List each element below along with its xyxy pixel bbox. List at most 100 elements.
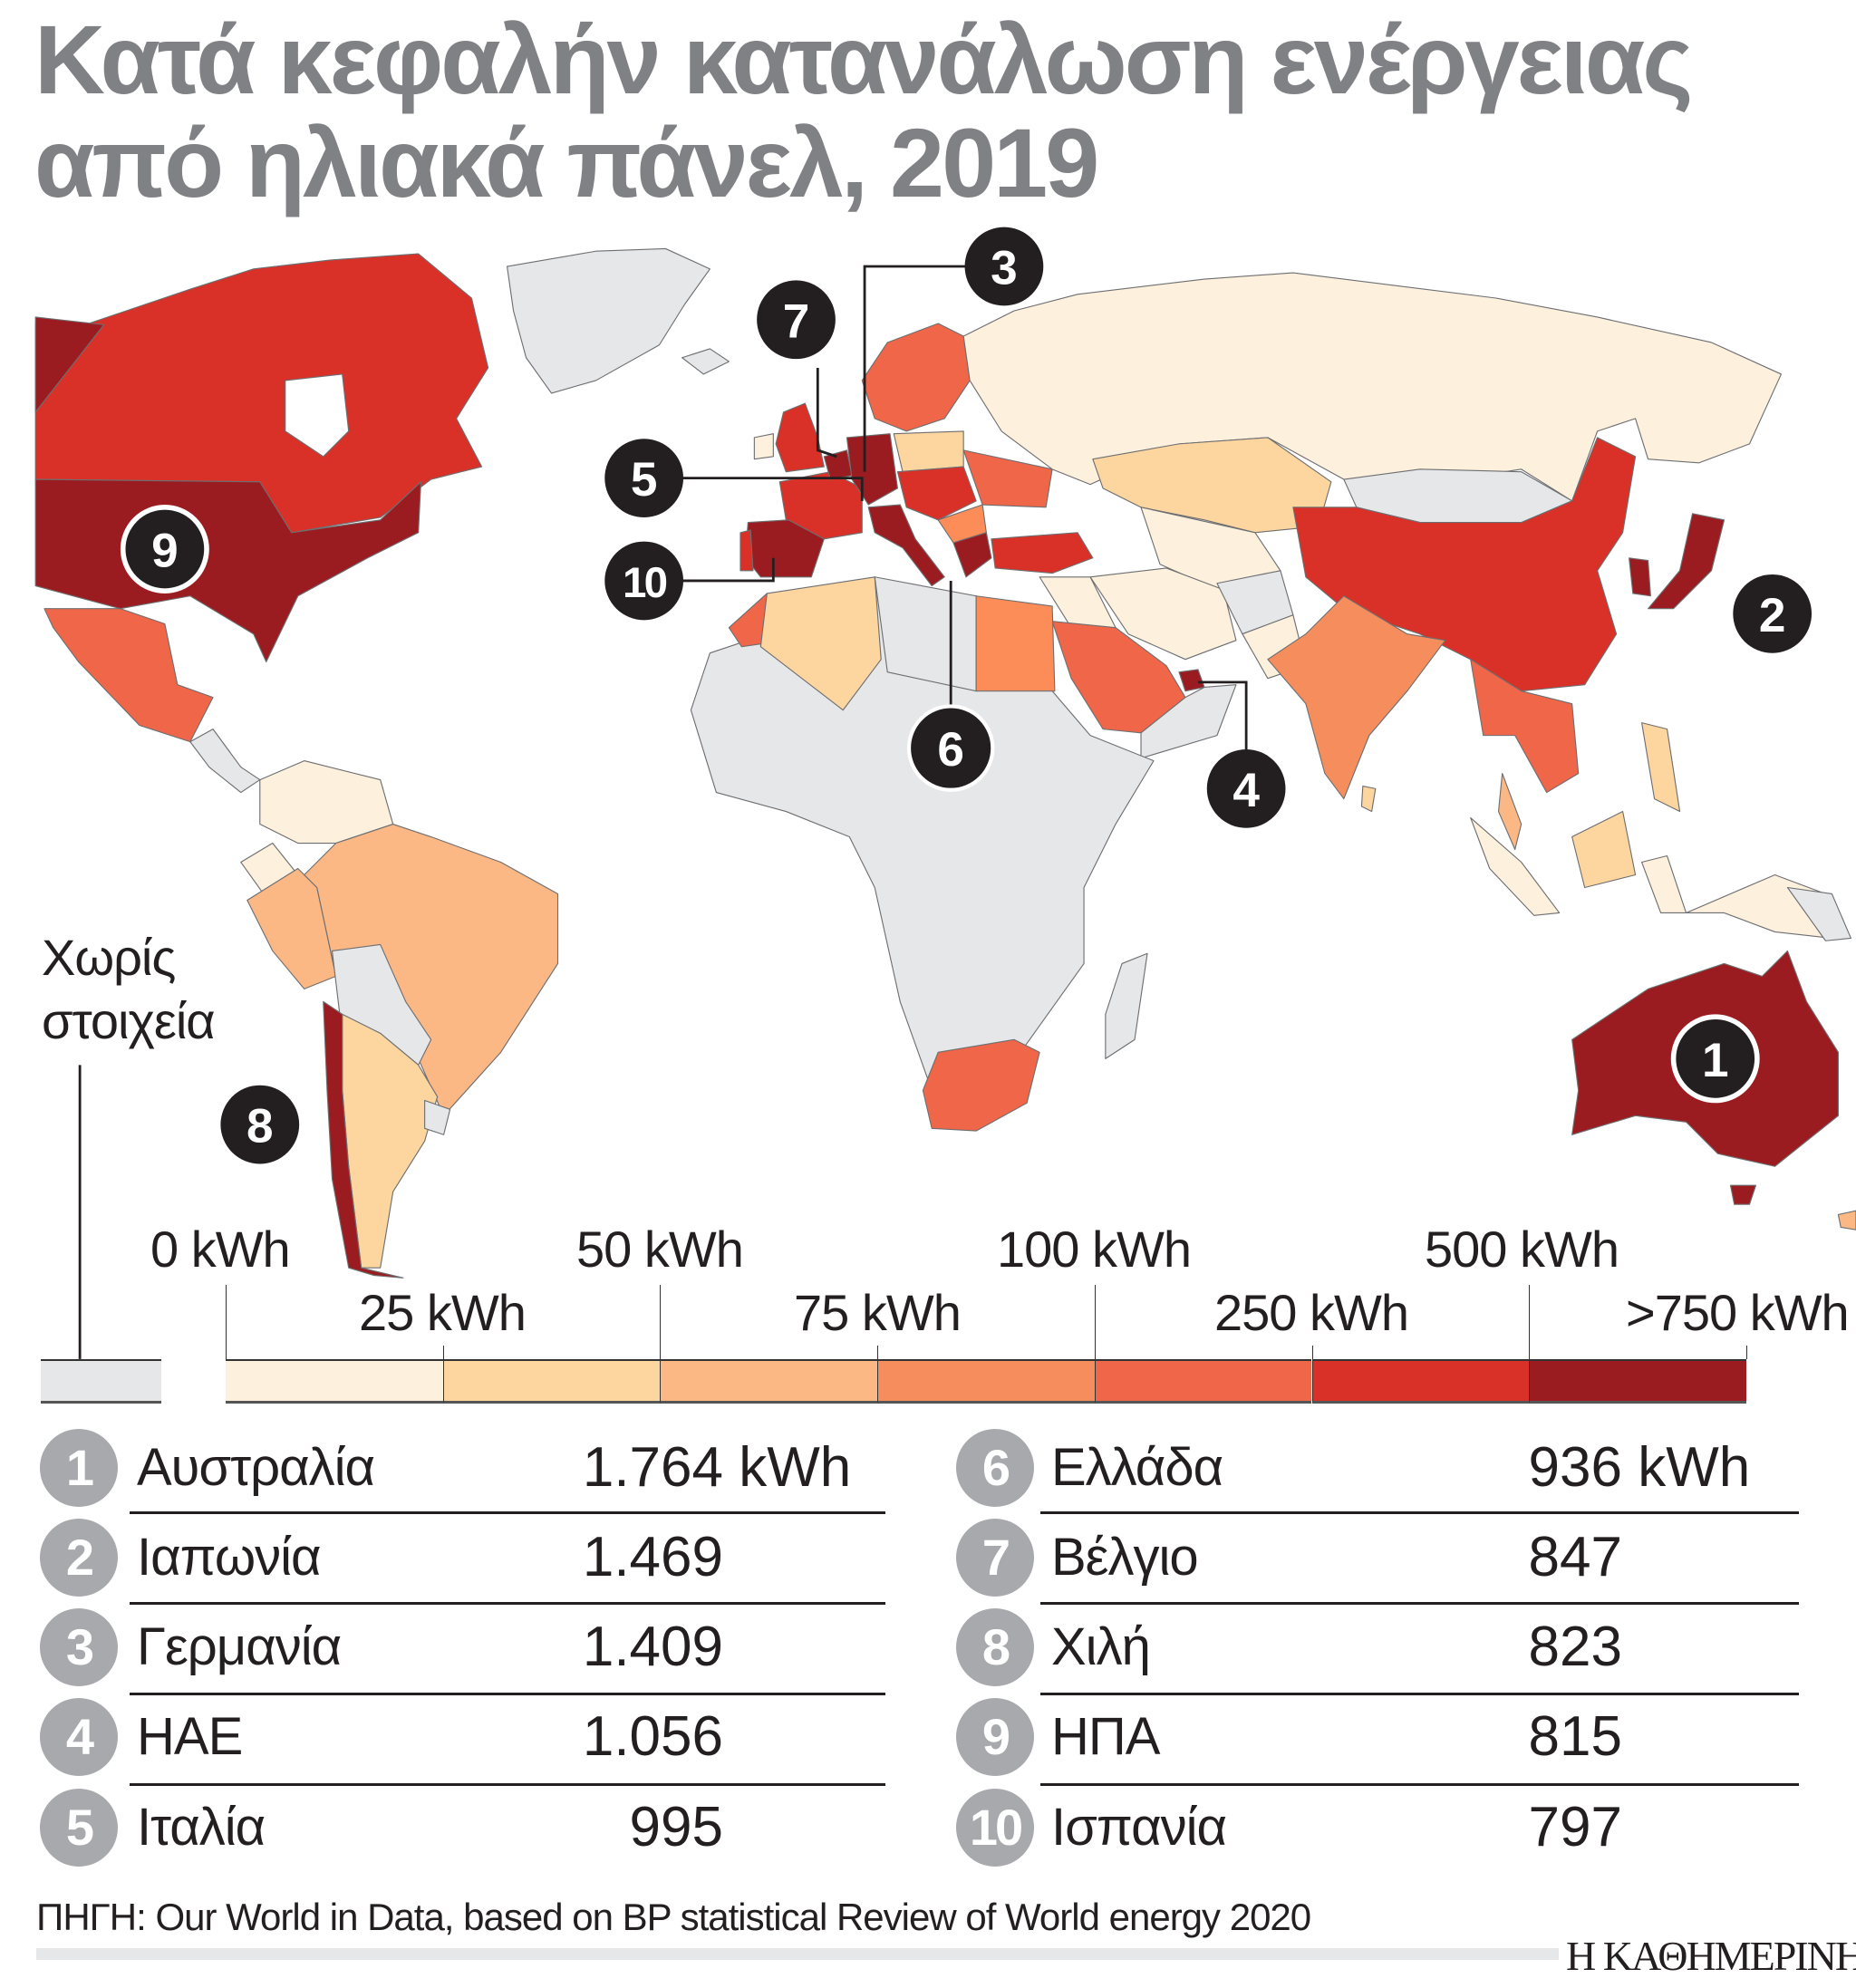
region-papua-ng bbox=[1786, 886, 1851, 941]
region-new-zealand bbox=[1837, 1210, 1856, 1230]
region-uruguay bbox=[424, 1099, 451, 1135]
scale-swatch-3 bbox=[877, 1359, 1095, 1404]
region-central-europe bbox=[896, 466, 977, 521]
scale-tick bbox=[1311, 1346, 1313, 1359]
value: 936 kWh bbox=[1350, 1429, 1751, 1507]
region-italy bbox=[867, 504, 945, 587]
svg-text:3: 3 bbox=[991, 242, 1018, 295]
leader-line-3 bbox=[863, 265, 966, 472]
country-name: ΗΑΕ bbox=[137, 1707, 243, 1766]
value: 847 bbox=[1350, 1519, 1622, 1597]
table-divider bbox=[1040, 1602, 1799, 1605]
region-turkey bbox=[991, 532, 1094, 574]
svg-text:2: 2 bbox=[1759, 589, 1786, 642]
rank-badge: 9 bbox=[956, 1698, 1034, 1776]
leader-line-5 bbox=[682, 477, 864, 501]
value-unit: kWh bbox=[723, 1436, 852, 1499]
marker-5: 5 bbox=[604, 439, 684, 518]
scale-tick bbox=[877, 1346, 879, 1359]
region-portugal bbox=[740, 529, 754, 572]
region-greenland bbox=[507, 247, 710, 394]
svg-text:8: 8 bbox=[246, 1100, 274, 1153]
region-japan bbox=[1648, 513, 1726, 610]
value: 797 bbox=[1350, 1789, 1622, 1867]
region-chile bbox=[323, 1000, 404, 1279]
region-scandinavia bbox=[861, 323, 971, 432]
region-uae bbox=[1178, 669, 1205, 692]
country-name: Βέλγιο bbox=[1051, 1528, 1199, 1587]
marker-4: 4 bbox=[1206, 749, 1286, 828]
no-data-swatch bbox=[41, 1359, 161, 1404]
scale-swatch-4 bbox=[1094, 1359, 1312, 1404]
region-eastern-europe bbox=[893, 430, 964, 473]
value: 1.056 bbox=[451, 1698, 723, 1776]
svg-text:5: 5 bbox=[631, 453, 658, 507]
region-alaska bbox=[34, 316, 105, 413]
value: 1.469 bbox=[451, 1519, 723, 1597]
marker-2: 2 bbox=[1733, 574, 1812, 653]
region-iran bbox=[1089, 567, 1237, 661]
marker-7: 7 bbox=[757, 280, 836, 360]
legend-label-75: 75 kWh bbox=[794, 1284, 962, 1341]
legend-label-500: 500 kWh bbox=[1425, 1221, 1619, 1278]
region-malaysia bbox=[1497, 773, 1522, 851]
scale-tick bbox=[1745, 1346, 1747, 1359]
country-name: Ιαπωνία bbox=[137, 1528, 322, 1587]
scale-tick bbox=[1094, 1285, 1096, 1359]
legend-label-100: 100 kWh bbox=[997, 1221, 1192, 1278]
region-india bbox=[1267, 595, 1446, 800]
region-philippines bbox=[1641, 722, 1681, 813]
scale-swatch-1 bbox=[442, 1359, 661, 1404]
value-number: 1.056 bbox=[582, 1705, 723, 1768]
scale-swatch-6 bbox=[1529, 1359, 1746, 1404]
value: 823 bbox=[1350, 1608, 1622, 1686]
no-data-label-line-2: στοιχεία bbox=[42, 992, 216, 1049]
rank-badge: 5 bbox=[40, 1789, 118, 1867]
scale-swatch-2 bbox=[660, 1359, 878, 1404]
region-algeria bbox=[759, 576, 882, 711]
value-number: 1.764 bbox=[582, 1436, 723, 1499]
region-south-africa bbox=[922, 1038, 1040, 1132]
region-kazakhstan bbox=[1092, 437, 1332, 534]
region-china bbox=[1292, 437, 1637, 692]
rank-badge: 1 bbox=[40, 1429, 118, 1507]
legend-label-250: 250 kWh bbox=[1214, 1284, 1409, 1341]
value-number: 1.469 bbox=[582, 1526, 723, 1588]
table-divider bbox=[130, 1783, 885, 1786]
value: 1.764 kWh bbox=[451, 1429, 851, 1507]
rank-badge: 8 bbox=[956, 1608, 1034, 1686]
region-uk bbox=[775, 402, 825, 473]
scale-tick bbox=[660, 1285, 662, 1359]
table-divider bbox=[1040, 1511, 1799, 1514]
value-number: 995 bbox=[629, 1796, 723, 1858]
marker-1: 1 bbox=[1670, 1014, 1760, 1104]
country-name: Ισπανία bbox=[1051, 1798, 1227, 1857]
region-se-asia bbox=[1470, 659, 1580, 794]
leader-line-10 bbox=[682, 557, 775, 583]
country-name: Χιλή bbox=[1051, 1617, 1151, 1676]
rank-badge: 10 bbox=[956, 1789, 1034, 1867]
region-central-america bbox=[189, 729, 261, 794]
region-sri-lanka bbox=[1360, 786, 1377, 813]
no-data-label-line-1: Χωρίς bbox=[42, 929, 176, 986]
table-divider bbox=[1040, 1783, 1799, 1786]
leader-line-7 bbox=[816, 367, 837, 458]
value-number: 847 bbox=[1528, 1526, 1622, 1588]
value: 1.409 bbox=[451, 1608, 723, 1686]
rank-badge: 4 bbox=[40, 1698, 118, 1776]
region-madagascar bbox=[1105, 952, 1148, 1059]
publisher-logo: Η ΚΑΘΗΜΕΡΙΝΗ bbox=[1566, 1933, 1856, 1979]
region-egypt bbox=[975, 595, 1056, 692]
title-line-1: Κατά κεφαλήν κατανάλωση ενέργειας bbox=[34, 5, 1693, 114]
value: 815 bbox=[1350, 1698, 1622, 1776]
region-russia bbox=[962, 272, 1783, 502]
region-korea bbox=[1629, 557, 1651, 597]
svg-text:10: 10 bbox=[623, 559, 667, 607]
title-line-2: από ηλιακά πάνελ, 2019 bbox=[34, 108, 1099, 217]
scale-tick bbox=[1529, 1285, 1531, 1359]
value-number: 1.409 bbox=[582, 1616, 723, 1678]
table-divider bbox=[130, 1693, 885, 1695]
region-indonesia-1 bbox=[1470, 816, 1561, 916]
marker-9: 9 bbox=[120, 505, 209, 594]
hudson-bay bbox=[285, 373, 350, 458]
